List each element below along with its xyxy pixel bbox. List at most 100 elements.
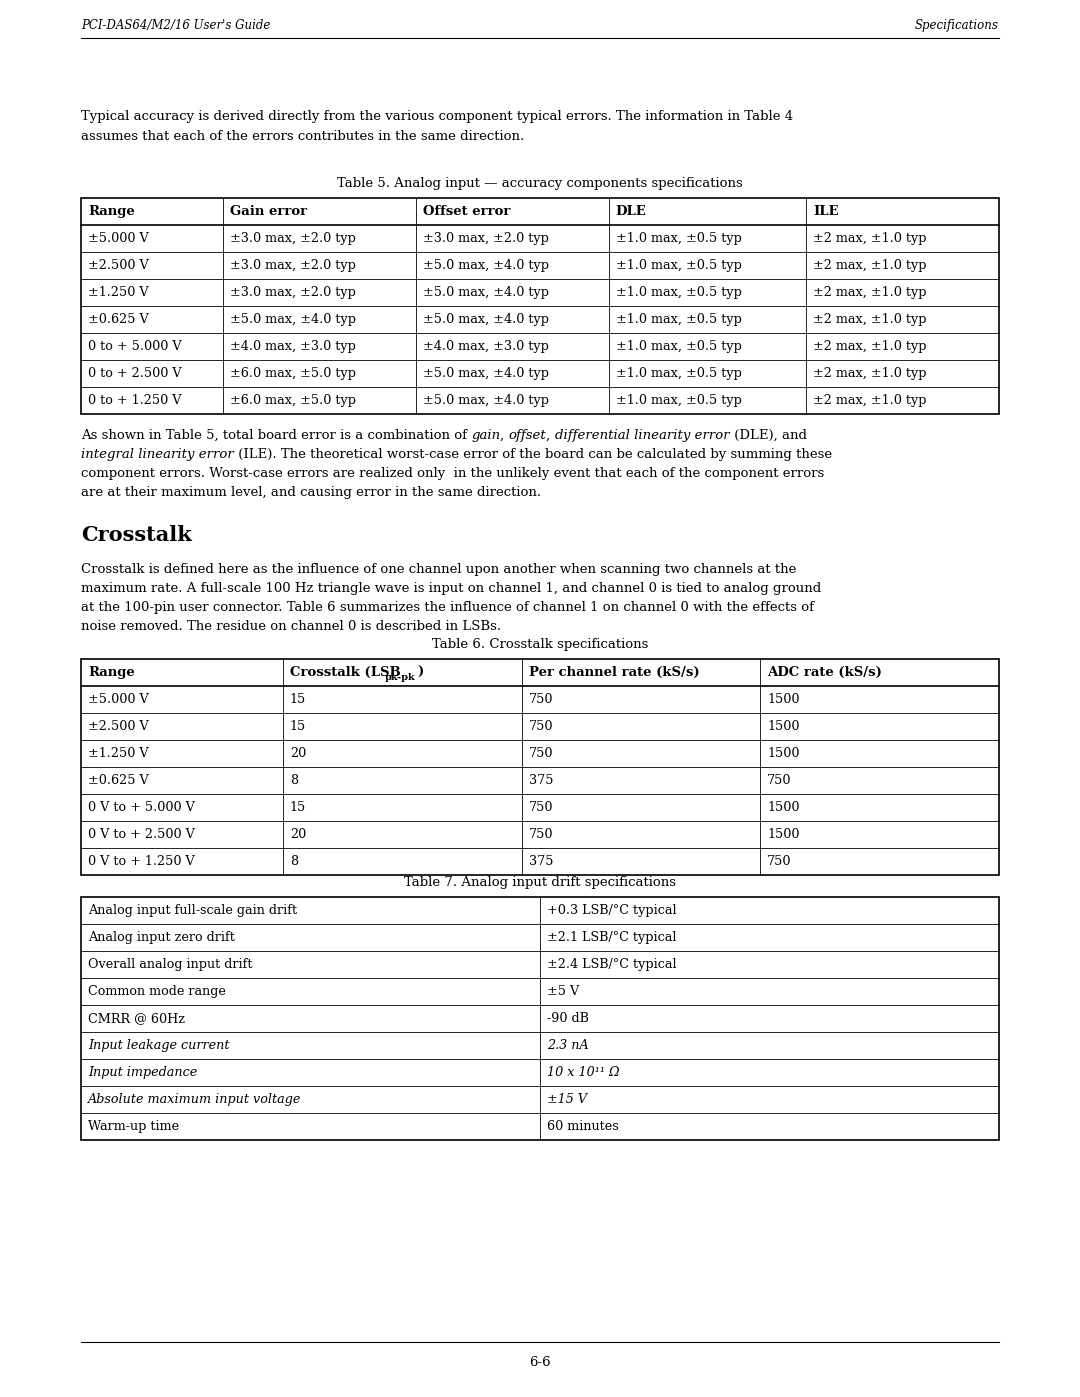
Text: ±1.0 max, ±0.5 typ: ±1.0 max, ±0.5 typ bbox=[616, 339, 742, 353]
Text: 750: 750 bbox=[528, 747, 553, 760]
Text: ±5.0 max, ±4.0 typ: ±5.0 max, ±4.0 typ bbox=[423, 258, 549, 272]
Text: Common mode range: Common mode range bbox=[87, 985, 226, 997]
Text: maximum rate. A full-scale 100 Hz triangle wave is input on channel 1, and chann: maximum rate. A full-scale 100 Hz triang… bbox=[81, 583, 821, 595]
Text: 1500: 1500 bbox=[767, 828, 800, 841]
Text: PCI-DAS64/M2/16 User's Guide: PCI-DAS64/M2/16 User's Guide bbox=[81, 20, 270, 32]
Text: ±5.0 max, ±4.0 typ: ±5.0 max, ±4.0 typ bbox=[423, 367, 549, 380]
Text: Table 5. Analog input — accuracy components specifications: Table 5. Analog input — accuracy compone… bbox=[337, 177, 743, 190]
Text: 15: 15 bbox=[289, 719, 307, 733]
Text: 8: 8 bbox=[289, 774, 298, 787]
Text: Analog input full-scale gain drift: Analog input full-scale gain drift bbox=[87, 904, 297, 916]
Text: ±3.0 max, ±2.0 typ: ±3.0 max, ±2.0 typ bbox=[230, 258, 356, 272]
Text: ±2 max, ±1.0 typ: ±2 max, ±1.0 typ bbox=[813, 394, 927, 407]
Text: Gain error: Gain error bbox=[230, 205, 308, 218]
Text: 2.3 nA: 2.3 nA bbox=[546, 1039, 589, 1052]
Text: component errors. Worst-case errors are realized only  in the unlikely event tha: component errors. Worst-case errors are … bbox=[81, 467, 824, 481]
Text: ±2.4 LSB/°C typical: ±2.4 LSB/°C typical bbox=[546, 958, 677, 971]
Text: at the 100-pin user connector. Table 6 summarizes the influence of channel 1 on : at the 100-pin user connector. Table 6 s… bbox=[81, 601, 814, 615]
Text: ±5.000 V: ±5.000 V bbox=[87, 693, 149, 705]
Bar bbox=[81, 897, 999, 1140]
Text: ±2.1 LSB/°C typical: ±2.1 LSB/°C typical bbox=[546, 930, 676, 944]
Text: 6-6: 6-6 bbox=[529, 1356, 551, 1369]
Text: ±3.0 max, ±2.0 typ: ±3.0 max, ±2.0 typ bbox=[230, 286, 356, 299]
Text: 750: 750 bbox=[528, 693, 553, 705]
Text: 60 minutes: 60 minutes bbox=[546, 1120, 619, 1133]
Text: (DLE), and: (DLE), and bbox=[729, 429, 807, 441]
Text: ±1.0 max, ±0.5 typ: ±1.0 max, ±0.5 typ bbox=[616, 232, 742, 244]
Bar bbox=[81, 198, 999, 414]
Text: ±1.0 max, ±0.5 typ: ±1.0 max, ±0.5 typ bbox=[616, 286, 742, 299]
Text: ±1.250 V: ±1.250 V bbox=[87, 747, 149, 760]
Text: As shown in Table 5, total board error is a combination of: As shown in Table 5, total board error i… bbox=[81, 429, 471, 441]
Text: -90 dB: -90 dB bbox=[546, 1011, 589, 1025]
Text: Crosstalk is defined here as the influence of one channel upon another when scan: Crosstalk is defined here as the influen… bbox=[81, 563, 796, 576]
Text: Warm-up time: Warm-up time bbox=[87, 1120, 179, 1133]
Text: 750: 750 bbox=[528, 800, 553, 814]
Text: ±2 max, ±1.0 typ: ±2 max, ±1.0 typ bbox=[813, 313, 927, 326]
Text: Range: Range bbox=[87, 666, 135, 679]
Text: ±1.0 max, ±0.5 typ: ±1.0 max, ±0.5 typ bbox=[616, 313, 742, 326]
Text: 0 V to + 5.000 V: 0 V to + 5.000 V bbox=[87, 800, 194, 814]
Text: 1500: 1500 bbox=[767, 693, 800, 705]
Text: assumes that each of the errors contributes in the same direction.: assumes that each of the errors contribu… bbox=[81, 130, 524, 142]
Text: ±4.0 max, ±3.0 typ: ±4.0 max, ±3.0 typ bbox=[423, 339, 549, 353]
Text: ±3.0 max, ±2.0 typ: ±3.0 max, ±2.0 typ bbox=[230, 232, 356, 244]
Text: ±2 max, ±1.0 typ: ±2 max, ±1.0 typ bbox=[813, 367, 927, 380]
Text: integral linearity error: integral linearity error bbox=[81, 448, 233, 461]
Text: ±5.0 max, ±4.0 typ: ±5.0 max, ±4.0 typ bbox=[423, 394, 549, 407]
Text: ±6.0 max, ±5.0 typ: ±6.0 max, ±5.0 typ bbox=[230, 394, 356, 407]
Text: ±0.625 V: ±0.625 V bbox=[87, 774, 149, 787]
Text: 750: 750 bbox=[528, 719, 553, 733]
Text: ±2 max, ±1.0 typ: ±2 max, ±1.0 typ bbox=[813, 339, 927, 353]
Text: ±1.0 max, ±0.5 typ: ±1.0 max, ±0.5 typ bbox=[616, 258, 742, 272]
Text: are at their maximum level, and causing error in the same direction.: are at their maximum level, and causing … bbox=[81, 486, 541, 499]
Text: Input impedance: Input impedance bbox=[87, 1066, 198, 1078]
Text: Specifications: Specifications bbox=[915, 20, 999, 32]
Text: ±0.625 V: ±0.625 V bbox=[87, 313, 149, 326]
Text: 15: 15 bbox=[289, 800, 307, 814]
Text: 10 x 10¹¹ Ω: 10 x 10¹¹ Ω bbox=[546, 1066, 620, 1078]
Text: gain: gain bbox=[471, 429, 500, 441]
Text: ADC rate (kS/s): ADC rate (kS/s) bbox=[767, 666, 882, 679]
Text: ±3.0 max, ±2.0 typ: ±3.0 max, ±2.0 typ bbox=[423, 232, 549, 244]
Text: 0 V to + 2.500 V: 0 V to + 2.500 V bbox=[87, 828, 194, 841]
Text: Table 6. Crosstalk specifications: Table 6. Crosstalk specifications bbox=[432, 638, 648, 651]
Text: Analog input zero drift: Analog input zero drift bbox=[87, 930, 234, 944]
Text: Offset error: Offset error bbox=[423, 205, 511, 218]
Text: ±1.0 max, ±0.5 typ: ±1.0 max, ±0.5 typ bbox=[616, 394, 742, 407]
Bar bbox=[81, 659, 999, 875]
Text: ,: , bbox=[500, 429, 509, 441]
Text: 20: 20 bbox=[289, 747, 307, 760]
Text: Typical accuracy is derived directly from the various component typical errors. : Typical accuracy is derived directly fro… bbox=[81, 110, 793, 123]
Text: noise removed. The residue on channel 0 is described in LSBs.: noise removed. The residue on channel 0 … bbox=[81, 620, 501, 633]
Text: Input leakage current: Input leakage current bbox=[87, 1039, 229, 1052]
Text: ,: , bbox=[546, 429, 555, 441]
Text: 1500: 1500 bbox=[767, 719, 800, 733]
Text: pk-pk: pk-pk bbox=[384, 673, 416, 682]
Text: ±5.000 V: ±5.000 V bbox=[87, 232, 149, 244]
Text: ±2 max, ±1.0 typ: ±2 max, ±1.0 typ bbox=[813, 286, 927, 299]
Text: ±2 max, ±1.0 typ: ±2 max, ±1.0 typ bbox=[813, 232, 927, 244]
Text: +0.3 LSB/°C typical: +0.3 LSB/°C typical bbox=[546, 904, 677, 916]
Text: 0 to + 1.250 V: 0 to + 1.250 V bbox=[87, 394, 181, 407]
Text: 1500: 1500 bbox=[767, 800, 800, 814]
Text: 375: 375 bbox=[528, 774, 553, 787]
Text: 20: 20 bbox=[289, 828, 307, 841]
Text: ±6.0 max, ±5.0 typ: ±6.0 max, ±5.0 typ bbox=[230, 367, 356, 380]
Text: 0 V to + 1.250 V: 0 V to + 1.250 V bbox=[87, 855, 194, 868]
Text: ±1.250 V: ±1.250 V bbox=[87, 286, 149, 299]
Text: Crosstalk: Crosstalk bbox=[81, 525, 192, 545]
Text: DLE: DLE bbox=[616, 205, 647, 218]
Text: ±5.0 max, ±4.0 typ: ±5.0 max, ±4.0 typ bbox=[230, 313, 356, 326]
Text: ±4.0 max, ±3.0 typ: ±4.0 max, ±3.0 typ bbox=[230, 339, 356, 353]
Text: ILE: ILE bbox=[813, 205, 839, 218]
Text: CMRR @ 60Hz: CMRR @ 60Hz bbox=[87, 1011, 185, 1025]
Text: Crosstalk (LSB: Crosstalk (LSB bbox=[289, 666, 401, 679]
Text: ±15 V: ±15 V bbox=[546, 1092, 588, 1106]
Text: (ILE). The theoretical worst-case error of the board can be calculated by summin: (ILE). The theoretical worst-case error … bbox=[233, 448, 832, 461]
Text: 15: 15 bbox=[289, 693, 307, 705]
Text: ±2.500 V: ±2.500 V bbox=[87, 719, 149, 733]
Text: Absolute maximum input voltage: Absolute maximum input voltage bbox=[87, 1092, 301, 1106]
Text: ±2 max, ±1.0 typ: ±2 max, ±1.0 typ bbox=[813, 258, 927, 272]
Text: 750: 750 bbox=[767, 855, 792, 868]
